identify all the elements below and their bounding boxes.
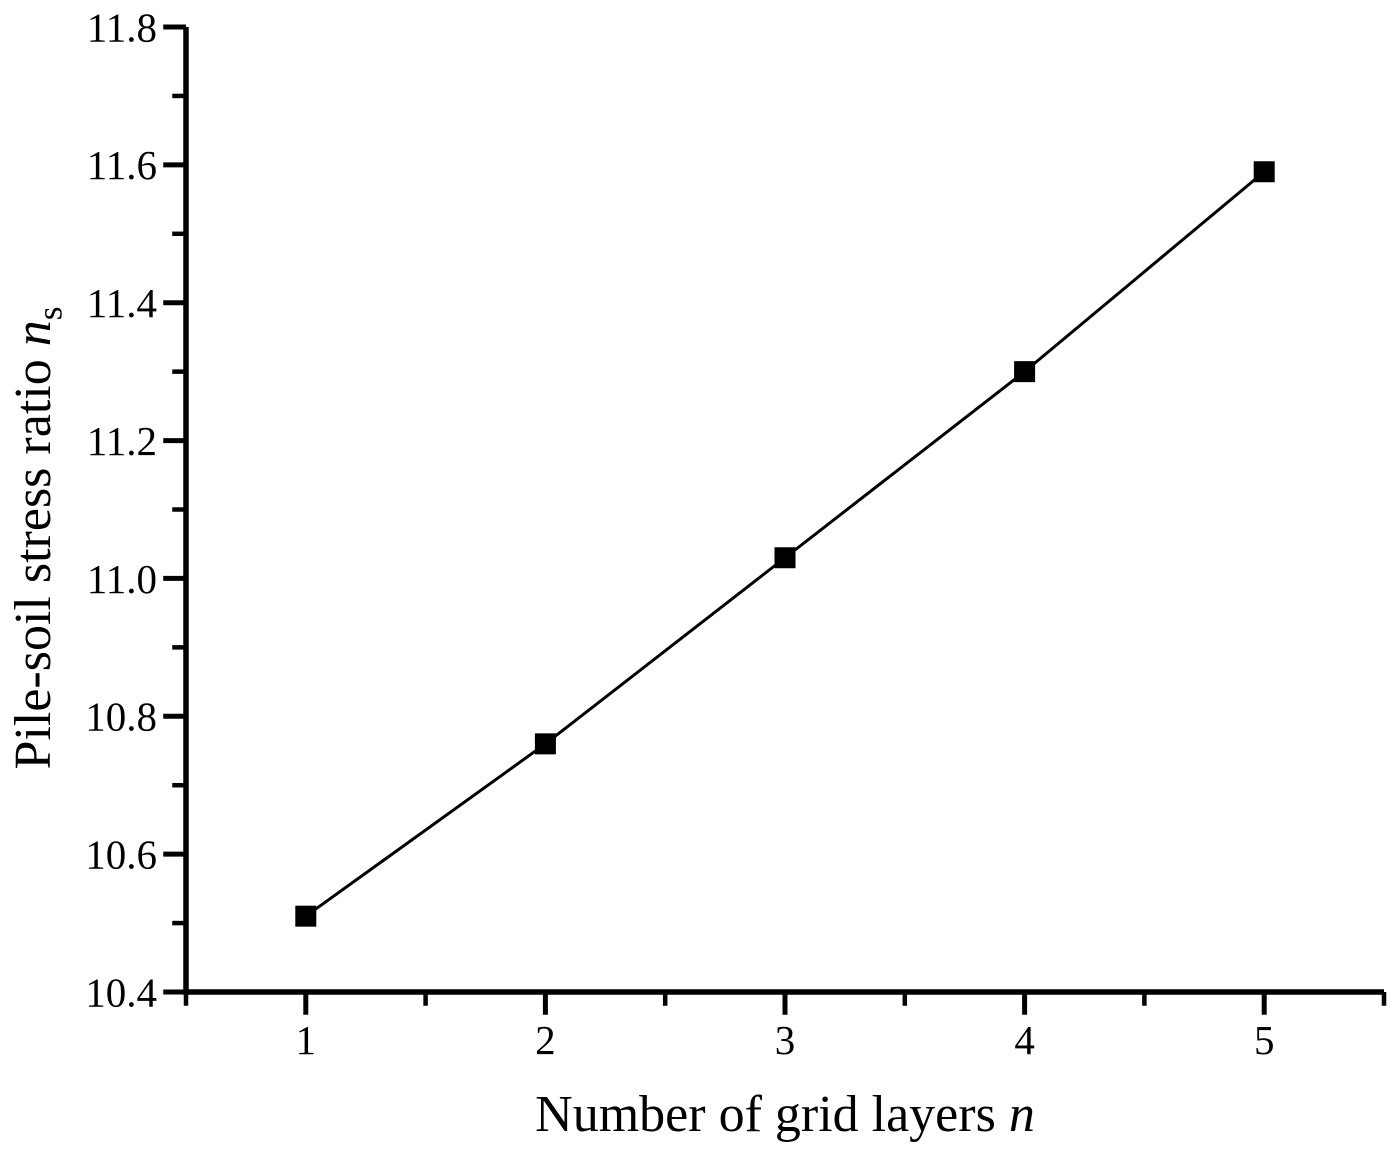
- y-tick-label: 11.4: [87, 280, 157, 326]
- x-tick-label: 2: [535, 1017, 556, 1063]
- y-axis-label-subscript: s: [29, 306, 70, 321]
- data-point-marker: [1014, 361, 1036, 383]
- y-axis-label-symbol: n: [5, 320, 63, 347]
- y-tick-label: 11.2: [87, 418, 157, 464]
- y-tick-label: 11.6: [87, 142, 157, 188]
- x-axis-label-symbol: n: [1008, 1086, 1035, 1143]
- data-point-marker: [295, 905, 317, 927]
- x-tick-label: 5: [1254, 1017, 1275, 1063]
- x-tick-label: 1: [296, 1017, 317, 1063]
- data-point-marker: [1253, 161, 1275, 183]
- data-point-marker: [774, 547, 796, 569]
- y-tick-label: 11.0: [87, 556, 157, 602]
- series-line: [304, 170, 1266, 918]
- y-axis-label: Pile-soil stress ratio ns: [4, 307, 69, 770]
- y-axis-label-text: Pile-soil stress ratio: [5, 346, 63, 770]
- data-point-marker: [534, 733, 556, 755]
- y-tick-label: 11.8: [87, 4, 157, 50]
- y-tick-label: 10.4: [85, 969, 157, 1015]
- y-tick-label: 10.6: [85, 831, 157, 877]
- x-tick-label: 3: [775, 1017, 796, 1063]
- x-axis-label: Number of grid layers n: [186, 1085, 1384, 1145]
- x-tick-label: 4: [1014, 1017, 1035, 1063]
- y-tick-label: 10.8: [85, 694, 157, 740]
- x-axis-label-text: Number of grid layers: [535, 1086, 1009, 1143]
